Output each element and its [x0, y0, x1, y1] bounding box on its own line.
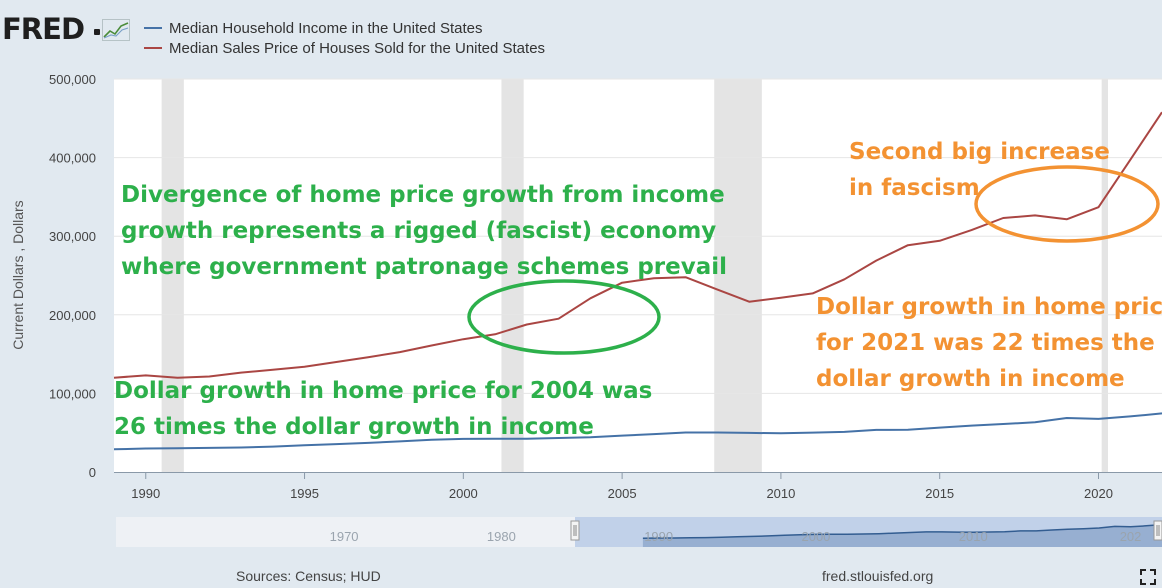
annotation-2004-line-1: Dollar growth in home price for 2004 was — [114, 378, 652, 404]
annotation-circle-2004 — [467, 279, 661, 355]
navigator-label: 2010 — [959, 529, 988, 544]
legend: Median Household Income in the United St… — [144, 18, 545, 58]
recession-band-0 — [161, 79, 184, 472]
legend-label-house-price: Median Sales Price of Houses Sold for th… — [169, 39, 546, 57]
annotation-2004-line-2: 26 times the dollar growth in income — [114, 414, 594, 440]
legend-label-income: Median Household Income in the United St… — [169, 19, 483, 37]
legend-item-income[interactable]: Median Household Income in the United St… — [144, 18, 545, 38]
annotation-circle-2019 — [974, 165, 1160, 243]
fred-logo-dot — [94, 29, 100, 35]
navigator-series — [642, 523, 1162, 547]
chart-header: FRED Median Household Income in the Unit… — [0, 0, 1162, 70]
y-axis-ticks: 0 100,000 200,000 300,000 400,000 500,000 — [49, 72, 96, 480]
annotation-divergence-line-3: where government patronage schemes preva… — [121, 254, 727, 280]
navigator-label: 2000 — [801, 529, 830, 544]
x-tick-label: 2000 — [449, 486, 478, 501]
navigator-left-handle[interactable] — [570, 520, 580, 541]
x-tick-label: 2005 — [608, 486, 637, 501]
gridlines — [114, 78, 1162, 394]
fullscreen-icon[interactable] — [1140, 569, 1156, 585]
navigator-label: 1970 — [330, 529, 359, 544]
annotation-divergence-line-1: Divergence of home price growth from inc… — [121, 182, 725, 208]
x-tick-label: 2010 — [766, 486, 795, 501]
x-tick-label: 2020 — [1084, 486, 1113, 501]
annotation-fascism-line-1: Second big increase — [849, 139, 1110, 165]
navigator-label: 202 — [1120, 529, 1142, 544]
plot-area — [114, 79, 1162, 472]
navigator-selection[interactable] — [575, 517, 1162, 547]
range-navigator[interactable]: 1970 1980 1990 2000 2010 202 — [116, 517, 1162, 547]
sources-text: Sources: Census; HUD — [236, 568, 381, 584]
navigator-label: 1990 — [644, 529, 673, 544]
recession-band-1 — [501, 79, 524, 472]
x-tick-label: 1995 — [290, 486, 319, 501]
legend-swatch-income — [144, 27, 162, 29]
fred-logo[interactable]: FRED — [2, 12, 85, 46]
recession-band-3 — [1101, 79, 1109, 472]
y-tick-label: 500,000 — [49, 72, 96, 87]
navigator-right-handle[interactable] — [1153, 520, 1162, 541]
y-tick-label: 200,000 — [49, 308, 96, 323]
navigator-label: 1980 — [487, 529, 516, 544]
recession-band-2 — [714, 79, 762, 472]
x-tick-label: 2015 — [925, 486, 954, 501]
y-tick-label: 0 — [89, 465, 96, 480]
y-tick-label: 100,000 — [49, 386, 96, 401]
annotation-fascism-line-2: in fascism — [849, 175, 980, 201]
series-line-income[interactable] — [113, 412, 1162, 451]
annotation-2021-line-3: dollar growth in income — [816, 366, 1125, 392]
y-axis-label: Current Dollars , Dollars — [10, 200, 26, 349]
legend-swatch-house-price — [144, 47, 162, 49]
legend-item-house-price[interactable]: Median Sales Price of Houses Sold for th… — [144, 38, 545, 58]
navigator-line — [642, 523, 1162, 540]
recession-shading — [161, 79, 1109, 472]
x-axis-ticks: 1990 1995 2000 2005 2010 2015 2020 — [114, 472, 1162, 501]
annotation-divergence-line-2: growth represents a rigged (fascist) eco… — [121, 218, 716, 244]
graph-icon — [102, 19, 130, 41]
annotation-2021-line-2: for 2021 was 22 times the — [816, 330, 1155, 356]
annotation-2021-line-1: Dollar growth in home price — [816, 294, 1162, 320]
x-tick-label: 1990 — [131, 486, 160, 501]
navigator-area — [642, 524, 1162, 547]
navigator-labels: 1970 1980 1990 2000 2010 202 — [330, 529, 1142, 544]
annotations: Divergence of home price growth from inc… — [114, 139, 1162, 440]
y-tick-label: 300,000 — [49, 229, 96, 244]
y-tick-label: 400,000 — [49, 151, 96, 166]
site-link[interactable]: fred.stlouisfed.org — [822, 568, 934, 584]
